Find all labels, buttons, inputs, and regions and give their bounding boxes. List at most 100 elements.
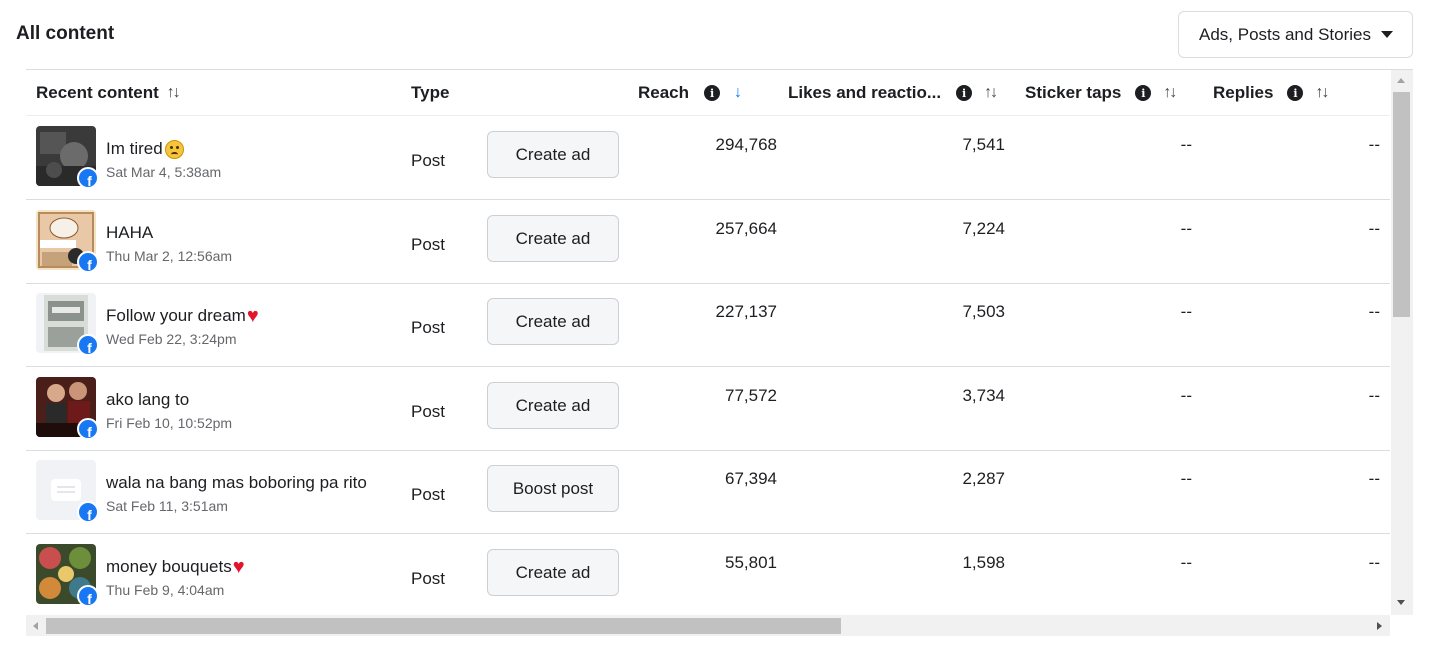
sort-icon[interactable]: ↑↓: [984, 84, 998, 101]
table-row[interactable]: f ako lang to Fri Feb 10, 10:52pm Post C…: [26, 367, 1390, 451]
table-row[interactable]: f money bouquets ♥ Thu Feb 9, 4:04am Post…: [26, 534, 1390, 618]
sort-icon[interactable]: ↑↓: [166, 84, 181, 101]
column-header-sticker-taps[interactable]: Sticker taps i ↑↓: [1025, 83, 1177, 103]
table-row[interactable]: f wala na bang mas boboring pa rito Sat …: [26, 450, 1390, 534]
create-ad-button[interactable]: Create ad: [487, 382, 619, 429]
post-title[interactable]: wala na bang mas boboring pa rito: [106, 473, 367, 492]
scrollbar-thumb[interactable]: [46, 618, 841, 634]
post-date: Fri Feb 10, 10:52pm: [106, 415, 233, 431]
post-title[interactable]: Im tired: [106, 139, 184, 159]
facebook-icon: f: [77, 251, 99, 273]
content-filter-label: Ads, Posts and Stories: [1199, 24, 1371, 44]
sort-desc-icon[interactable]: ↓: [734, 84, 742, 101]
column-header-reach[interactable]: Reach i ↓: [638, 83, 742, 103]
reach-value: 77,572: [725, 386, 777, 405]
sticker-taps-value: --: [1180, 135, 1192, 154]
table-header: Recent content ↑↓ Type Reach i ↓ Likes a…: [26, 70, 1390, 116]
post-title[interactable]: money bouquets ♥: [106, 556, 245, 578]
column-label: Reach: [638, 83, 690, 102]
boost-post-button[interactable]: Boost post: [487, 465, 619, 512]
type-cell: Post: [411, 402, 446, 421]
sticker-taps-value: --: [1180, 302, 1192, 321]
facebook-icon: f: [77, 167, 99, 189]
reach-value: 227,137: [715, 302, 777, 321]
facebook-icon: f: [77, 418, 99, 440]
reach-value: 257,664: [715, 219, 777, 238]
reach-value: 55,801: [725, 553, 777, 572]
type-cell: Post: [411, 151, 446, 170]
sticker-taps-value: --: [1180, 553, 1192, 572]
info-icon[interactable]: i: [956, 85, 973, 101]
type-cell: Post: [411, 569, 446, 588]
column-header-likes[interactable]: Likes and reactio... i ↑↓: [788, 83, 998, 103]
heart-emoji: ♥: [232, 556, 245, 578]
text-post-icon: [51, 479, 81, 501]
info-icon[interactable]: i: [704, 85, 721, 101]
post-date: Wed Feb 22, 3:24pm: [106, 331, 237, 347]
column-label: Likes and reactio...: [788, 83, 942, 102]
replies-value: --: [1368, 302, 1380, 321]
post-date: Thu Mar 2, 12:56am: [106, 248, 233, 264]
facebook-icon: f: [77, 501, 99, 523]
horizontal-scrollbar[interactable]: [26, 615, 1390, 636]
create-ad-button[interactable]: Create ad: [487, 131, 619, 178]
table-row[interactable]: f Follow your dream ♥ Wed Feb 22, 3:24pm …: [26, 283, 1390, 367]
type-cell: Post: [411, 318, 446, 337]
create-ad-button[interactable]: Create ad: [487, 298, 619, 345]
post-date: Thu Feb 9, 4:04am: [106, 582, 225, 598]
create-ad-button[interactable]: Create ad: [487, 549, 619, 596]
sort-icon[interactable]: ↑↓: [1315, 84, 1329, 101]
scroll-right-icon[interactable]: [1377, 622, 1382, 630]
table-row[interactable]: f Im tired Sat Mar 4, 5:38am Post Create…: [26, 116, 1390, 200]
sad-face-emoji: [164, 139, 184, 159]
scroll-left-icon[interactable]: [33, 622, 38, 630]
column-header-replies[interactable]: Replies i ↑↓: [1213, 83, 1329, 103]
facebook-icon: f: [77, 585, 99, 607]
scroll-up-icon[interactable]: [1397, 78, 1405, 83]
post-title[interactable]: HAHA: [106, 223, 154, 242]
likes-value: 7,541: [962, 135, 1005, 154]
scrollbar-thumb[interactable]: [1393, 92, 1410, 317]
content-filter-dropdown[interactable]: Ads, Posts and Stories: [1178, 11, 1413, 58]
column-label: Sticker taps: [1025, 83, 1122, 102]
post-date: Sat Mar 4, 5:38am: [106, 164, 222, 180]
post-title[interactable]: Follow your dream ♥: [106, 305, 259, 327]
likes-value: 3,734: [962, 386, 1005, 405]
sticker-taps-value: --: [1180, 386, 1192, 405]
column-label: Type: [411, 83, 450, 102]
info-icon[interactable]: i: [1135, 85, 1152, 101]
likes-value: 2,287: [962, 469, 1005, 488]
column-label: Replies: [1213, 83, 1274, 102]
replies-value: --: [1368, 135, 1380, 154]
scroll-down-icon[interactable]: [1397, 600, 1405, 605]
sticker-taps-value: --: [1180, 469, 1192, 488]
replies-value: --: [1368, 553, 1380, 572]
post-thumbnail[interactable]: [36, 126, 96, 186]
replies-value: --: [1368, 386, 1380, 405]
content-table: Recent content ↑↓ Type Reach i ↓ Likes a…: [26, 69, 1413, 636]
column-header-recent-content[interactable]: Recent content ↑↓: [36, 83, 181, 103]
create-ad-button[interactable]: Create ad: [487, 215, 619, 262]
heart-emoji: ♥: [246, 305, 259, 327]
sort-icon[interactable]: ↑↓: [1163, 84, 1177, 101]
sticker-taps-value: --: [1180, 219, 1192, 238]
column-label: Recent content: [36, 83, 159, 102]
replies-value: --: [1368, 219, 1380, 238]
column-header-type: Type: [411, 83, 449, 103]
vertical-scrollbar[interactable]: [1391, 70, 1413, 615]
replies-value: --: [1368, 469, 1380, 488]
likes-value: 7,224: [962, 219, 1005, 238]
post-date: Sat Feb 11, 3:51am: [106, 498, 228, 514]
type-cell: Post: [411, 235, 446, 254]
reach-value: 294,768: [715, 135, 777, 154]
post-title[interactable]: ako lang to: [106, 390, 190, 409]
caret-down-icon: [1381, 31, 1393, 38]
reach-value: 67,394: [725, 469, 777, 488]
likes-value: 1,598: [962, 553, 1005, 572]
table-row[interactable]: f HAHA Thu Mar 2, 12:56am Post Create ad…: [26, 200, 1390, 284]
page-title: All content: [16, 23, 115, 44]
info-icon[interactable]: i: [1287, 85, 1304, 101]
type-cell: Post: [411, 485, 446, 504]
facebook-icon: f: [77, 334, 99, 356]
likes-value: 7,503: [962, 302, 1005, 321]
